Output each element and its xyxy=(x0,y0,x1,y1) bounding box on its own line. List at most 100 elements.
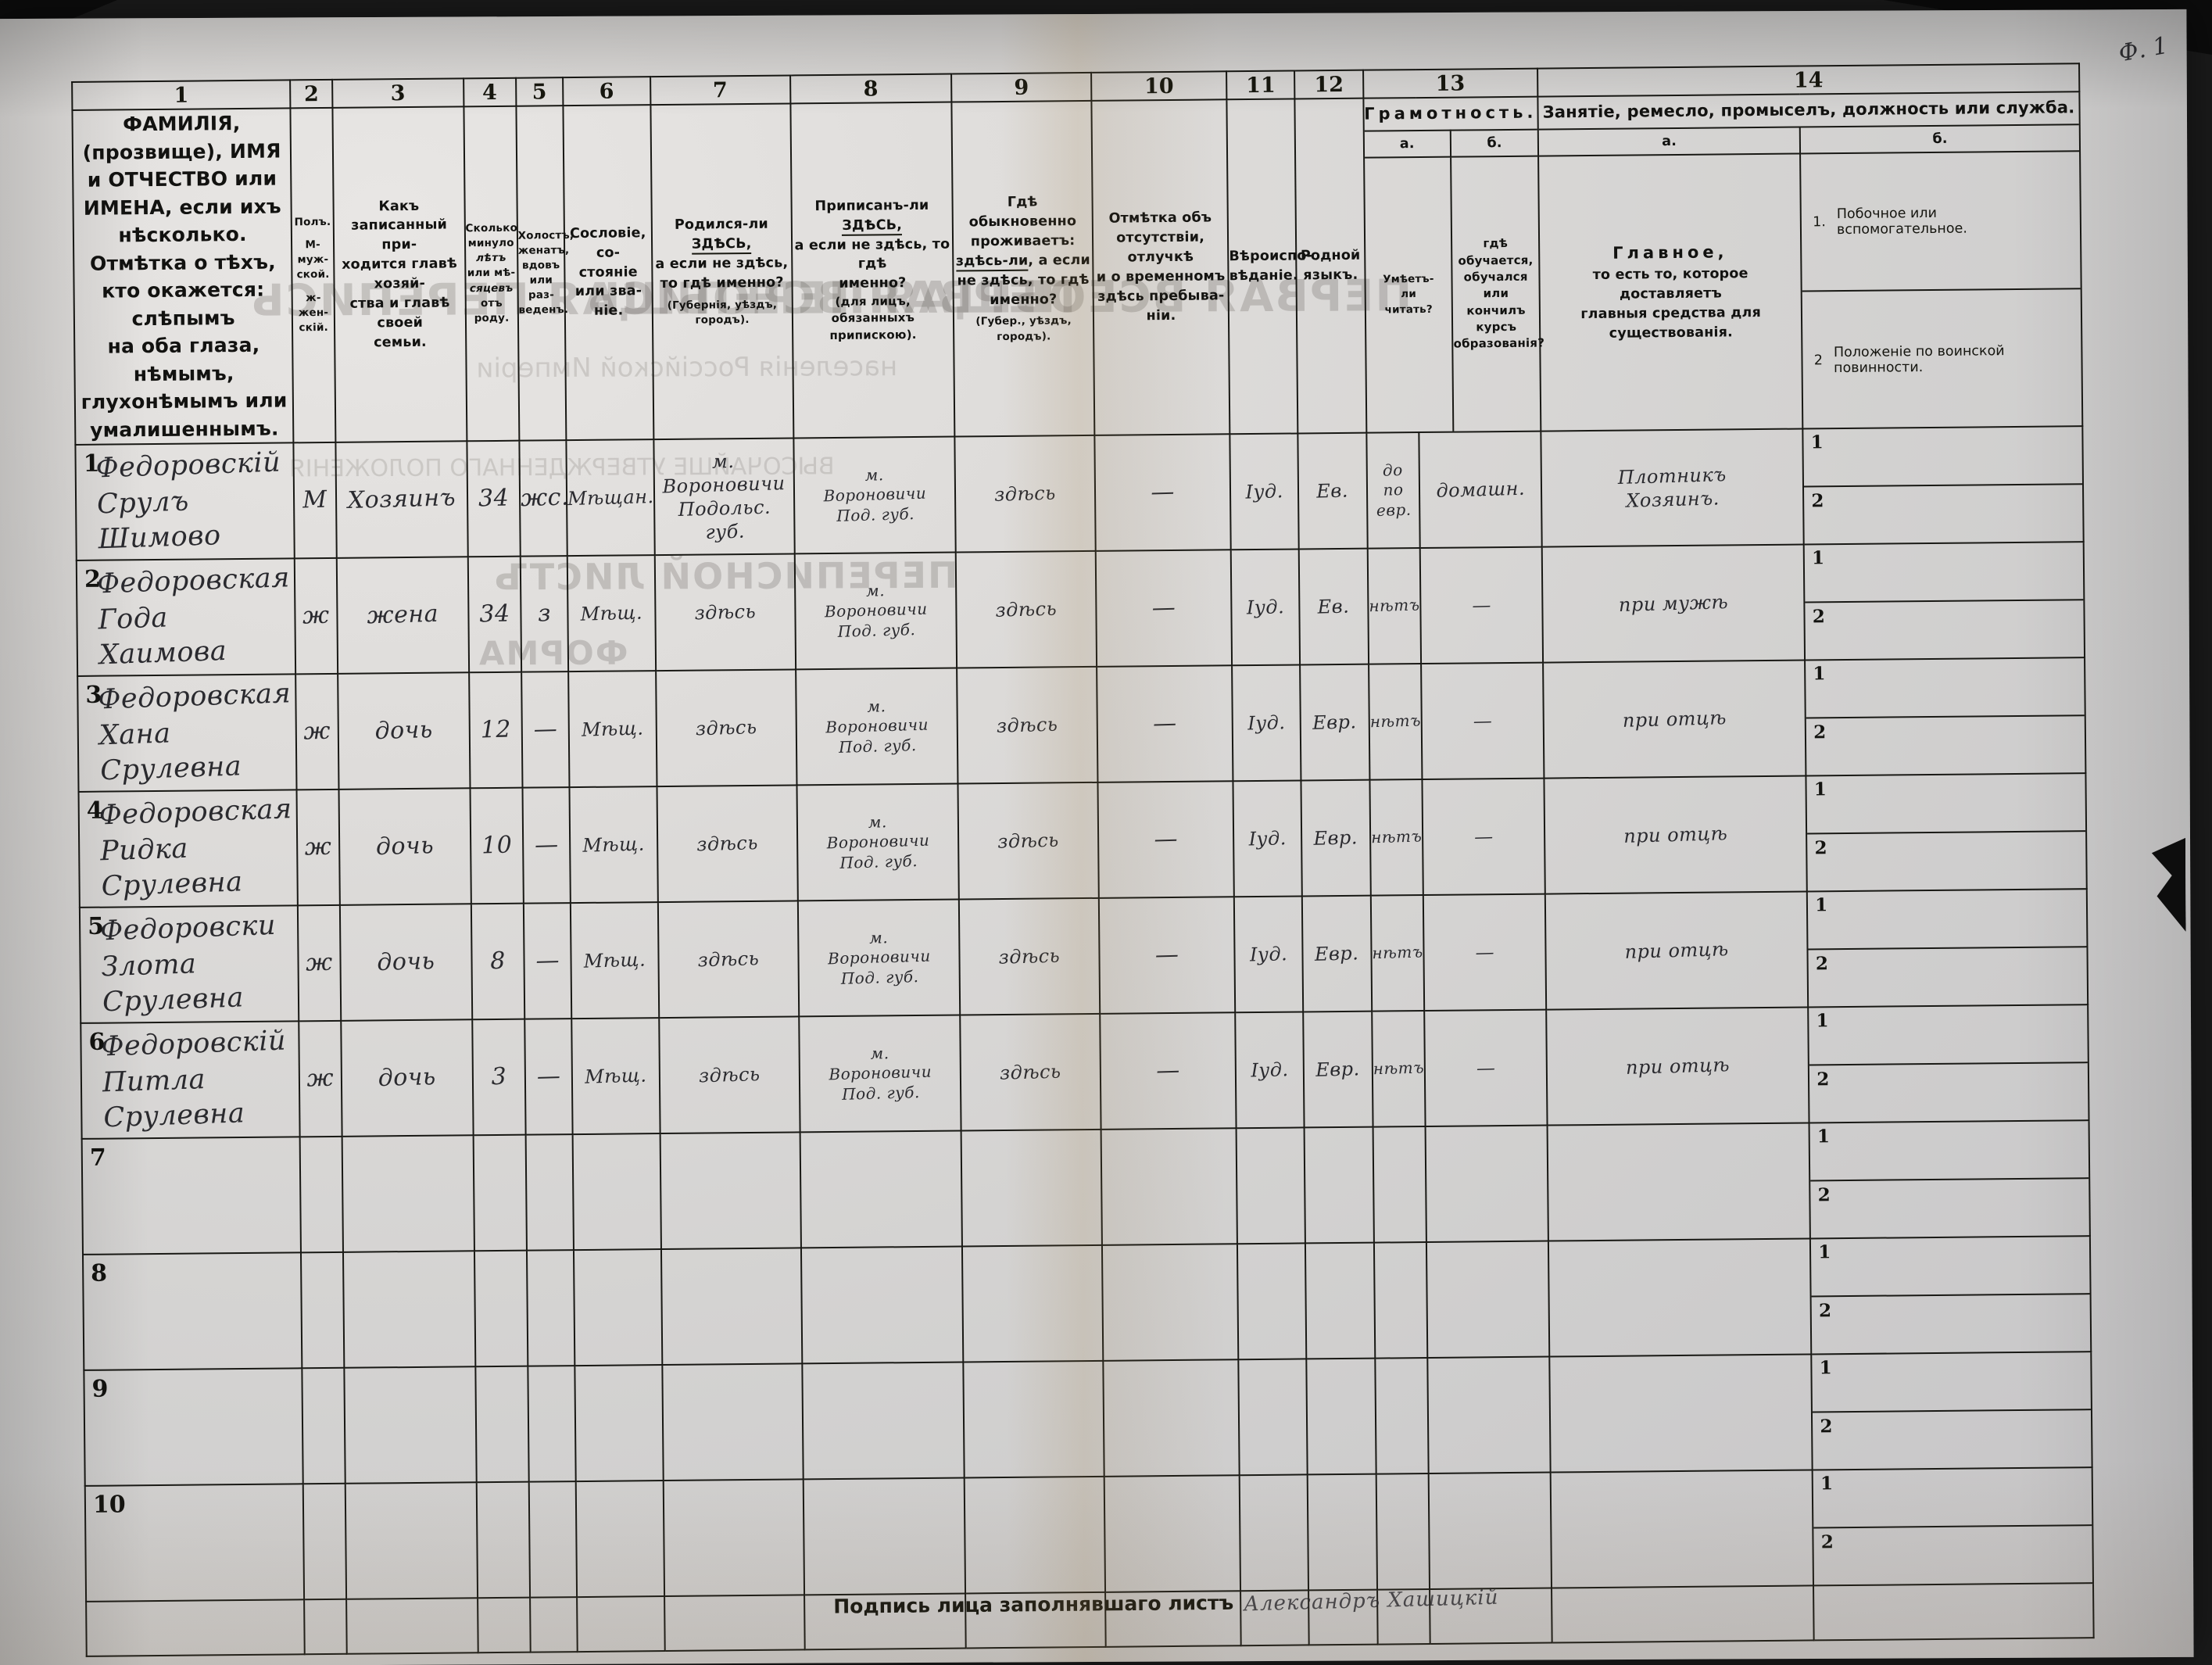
cell-literacy-school[interactable]: — xyxy=(1423,1008,1548,1128)
cell-age[interactable]: 10 xyxy=(468,787,524,904)
cell-language[interactable]: Евр. xyxy=(1299,663,1371,782)
occupation-sub-2[interactable]: 2 xyxy=(1807,832,2085,891)
cell-literacy-read[interactable]: нѣтъ xyxy=(1368,779,1424,897)
cell-literacy-school[interactable] xyxy=(1426,1355,1552,1475)
cell-language[interactable] xyxy=(1306,1473,1378,1592)
cell-age[interactable]: 34 xyxy=(466,556,523,673)
occupation-sub-1[interactable]: 1 xyxy=(1812,1352,2091,1413)
cell-age[interactable] xyxy=(471,1134,528,1251)
cell-birthplace[interactable]: м. Вороновичи Подольс. губ. xyxy=(652,436,796,557)
cell-sex[interactable] xyxy=(299,1136,345,1253)
cell-occupation-main[interactable] xyxy=(1548,1352,1814,1475)
cell-literacy-read[interactable]: нѣтъ xyxy=(1367,663,1423,781)
cell-language[interactable] xyxy=(1303,1126,1375,1244)
cell-registered[interactable] xyxy=(800,1360,966,1481)
cell-absence[interactable] xyxy=(1103,1473,1242,1594)
cell-language[interactable] xyxy=(1305,1357,1377,1476)
cell-birthplace[interactable] xyxy=(662,1477,805,1598)
cell-relation[interactable] xyxy=(342,1365,478,1485)
cell-registered[interactable]: м. Вороновичи Под. губ. xyxy=(795,782,961,903)
occupation-sub-2[interactable]: 2 xyxy=(1814,1526,2092,1585)
cell-marital[interactable]: з xyxy=(518,555,570,673)
cell-registered[interactable]: м. Вороновичи Под. губ. xyxy=(797,1013,963,1134)
cell-language[interactable]: Евр. xyxy=(1301,894,1373,1013)
cell-religion[interactable]: Iуд. xyxy=(1232,779,1304,898)
cell-estate[interactable] xyxy=(571,1133,663,1251)
cell-residence[interactable] xyxy=(960,1128,1104,1248)
cell-literacy-school[interactable] xyxy=(1425,1240,1551,1359)
cell-marital[interactable]: — xyxy=(520,671,571,789)
cell-age[interactable]: 8 xyxy=(470,903,526,1020)
cell-relation[interactable]: дочь xyxy=(338,786,472,907)
cell-birthplace[interactable] xyxy=(660,1362,804,1482)
cell-occupation-main[interactable]: при мужѣ xyxy=(1541,542,1806,665)
occupation-sub-1[interactable]: 1 xyxy=(1813,1467,2092,1529)
cell-marital[interactable] xyxy=(526,1365,578,1483)
cell-religion[interactable] xyxy=(1238,1473,1310,1592)
cell-sex[interactable] xyxy=(302,1483,348,1600)
row-name-cell[interactable]: 1 Федоровскiй Срулъ Шимово xyxy=(75,442,295,560)
occupation-sub-1[interactable]: 1 xyxy=(1808,889,2087,951)
cell-language[interactable]: Ев. xyxy=(1297,431,1369,550)
occupation-sub-2[interactable]: 2 xyxy=(1804,485,2082,544)
row-name-cell[interactable]: 8 xyxy=(82,1252,302,1370)
cell-residence[interactable] xyxy=(963,1475,1107,1595)
cell-literacy-read[interactable]: нѣтъ xyxy=(1369,894,1426,1012)
cell-age[interactable]: 12 xyxy=(467,671,524,789)
row-name-cell[interactable]: 6 Федоровскiй Питла Срулевна xyxy=(81,1021,300,1139)
cell-sex[interactable]: ж xyxy=(298,1020,344,1137)
cell-estate[interactable] xyxy=(572,1248,664,1367)
cell-literacy-read[interactable]: нѣтъ xyxy=(1365,547,1423,665)
occupation-sub-1[interactable]: 1 xyxy=(1806,773,2086,835)
cell-religion[interactable] xyxy=(1236,1242,1308,1361)
cell-religion[interactable]: Iуд. xyxy=(1233,1011,1306,1130)
cell-sex[interactable] xyxy=(299,1251,345,1369)
cell-age[interactable] xyxy=(473,1250,529,1367)
cell-residence[interactable] xyxy=(961,1244,1104,1364)
cell-estate[interactable]: Мѣщ. xyxy=(568,786,659,904)
cell-registered[interactable]: м. Вороновичи Под. губ. xyxy=(792,435,957,556)
cell-occupation-main[interactable]: при отцѣ xyxy=(1541,657,1808,781)
cell-literacy-read[interactable] xyxy=(1373,1357,1430,1475)
occupation-sub-1[interactable]: 1 xyxy=(1804,542,2084,603)
cell-religion[interactable]: Iуд. xyxy=(1233,895,1305,1014)
cell-religion[interactable]: Iуд. xyxy=(1229,548,1301,667)
occupation-sub-2[interactable]: 2 xyxy=(1809,947,2087,1007)
cell-relation[interactable] xyxy=(341,1133,475,1254)
row-name-cell[interactable]: 5 Федоровски Злота Срулевна xyxy=(79,905,299,1023)
cell-marital[interactable] xyxy=(525,1249,576,1367)
cell-absence[interactable]: — xyxy=(1093,432,1233,553)
cell-sex[interactable]: ж xyxy=(296,904,342,1022)
cell-marital[interactable]: жс. xyxy=(517,439,569,557)
cell-occupation-main[interactable] xyxy=(1547,1236,1813,1359)
table-row[interactable]: 5 Федоровски Злота Срулевна ж дочь 8— Мѣщ. здѣс… xyxy=(79,889,2089,1023)
cell-religion[interactable]: Iуд. xyxy=(1230,664,1303,782)
cell-absence[interactable]: — xyxy=(1094,548,1233,668)
cell-birthplace[interactable] xyxy=(660,1246,804,1366)
cell-birthplace[interactable]: здѣсь xyxy=(653,552,797,672)
cell-literacy-school[interactable]: — xyxy=(1420,777,1547,897)
table-row[interactable]: 1 Федоровскiй Срулъ Шимово М Хозяинъ 34 жс. Мѣщ… xyxy=(75,426,2084,560)
cell-relation[interactable]: дочь xyxy=(338,902,474,1022)
cell-age[interactable] xyxy=(474,1366,530,1483)
cell-estate[interactable]: Мѣщ. xyxy=(566,554,657,673)
cell-language[interactable]: Ев. xyxy=(1297,547,1370,666)
cell-sex[interactable]: ж xyxy=(295,673,340,790)
row-name-cell[interactable]: 7 xyxy=(81,1137,302,1255)
cell-residence[interactable]: здѣсь xyxy=(954,550,1098,670)
cell-relation[interactable]: Хозяинъ xyxy=(334,439,469,560)
cell-literacy-school[interactable] xyxy=(1423,1124,1550,1244)
cell-estate[interactable] xyxy=(574,1480,666,1599)
cell-birthplace[interactable]: здѣсь xyxy=(654,668,798,788)
cell-registered[interactable] xyxy=(801,1476,967,1597)
